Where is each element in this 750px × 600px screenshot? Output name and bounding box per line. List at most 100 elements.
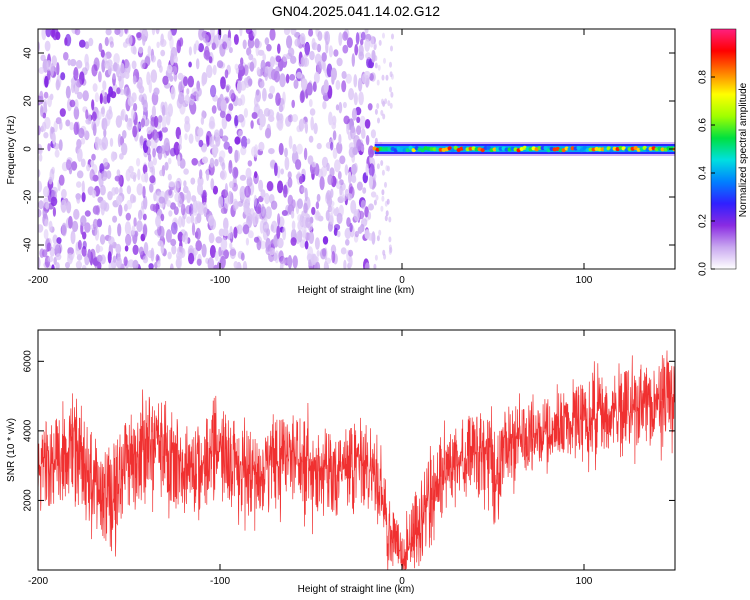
spectrogram-cell: [49, 168, 55, 182]
spectrogram-cell: [219, 255, 226, 269]
spectrogram-cell: [136, 157, 141, 167]
spectrogram-cell: [232, 166, 239, 179]
spectrogram-cell: [144, 171, 149, 183]
spectrogram-cell: [153, 192, 157, 202]
spectrogram-cell: [291, 99, 296, 109]
spectrogram-cells: [38, 29, 675, 269]
spectrogram-cell: [142, 99, 148, 113]
spectrogram-cell: [322, 101, 327, 110]
spectrogram-cell: [143, 242, 149, 255]
spectrogram-cell: [240, 57, 244, 66]
spectrogram-cell: [67, 252, 73, 265]
spectrogram-cell: [257, 49, 265, 56]
spectrogram-cell: [343, 259, 347, 269]
spectrogram-cell: [91, 189, 97, 198]
spectrogram-cell: [38, 67, 45, 74]
spectrogram-cell: [55, 253, 62, 261]
spectrogram-cell: [148, 79, 152, 94]
spectrogram-cell: [276, 119, 283, 130]
spectrogram-cell: [161, 114, 167, 129]
spectrogram-cell: [321, 156, 329, 168]
spectrogram-cell: [376, 79, 380, 86]
spectrogram-cell: [221, 162, 226, 171]
spectrogram-cell: [167, 30, 173, 41]
spectrogram-cell: [240, 94, 246, 106]
spectrogram-cell: [53, 143, 60, 150]
spectrogram-cell: [364, 262, 371, 269]
spectrogram-cell: [123, 256, 128, 267]
spectrogram-cell: [373, 263, 377, 269]
spectrogram-cell: [260, 189, 266, 198]
snr-series-line: [38, 350, 675, 570]
spectrogram-cell: [325, 40, 329, 54]
spectrogram-cell: [304, 187, 308, 202]
spectrogram-cell: [38, 147, 43, 155]
spectrogram-cell: [38, 125, 41, 136]
spectrogram-cell: [332, 130, 337, 141]
spectrogram-cell: [73, 106, 80, 120]
spectrogram-cell: [269, 56, 275, 68]
spectrogram-cell: [335, 181, 341, 190]
spectrogram-cell: [278, 250, 284, 262]
spectrogram-cell: [137, 168, 141, 181]
spectrogram-cell: [167, 251, 172, 260]
spectrogram-cell: [388, 236, 392, 243]
spectrogram-cell: [175, 255, 183, 269]
spectrogram-cell: [243, 108, 248, 118]
spectrogram-x-tick-label: -200: [28, 275, 48, 286]
spectrogram-cell: [582, 145, 587, 150]
spectrogram-cell: [253, 144, 259, 158]
spectrogram-cell: [224, 196, 229, 210]
spectrogram-cell: [316, 193, 321, 202]
spectrogram-cell: [238, 130, 243, 137]
spectrogram-cell: [374, 254, 378, 261]
spectrogram-cell: [215, 135, 221, 147]
spectrogram-cell: [269, 85, 276, 95]
spectrogram-cell: [304, 240, 309, 250]
spectrogram-cell: [226, 37, 232, 49]
spectrogram-cell: [85, 109, 89, 120]
spectrogram-cell: [124, 29, 128, 34]
spectrogram-cell: [187, 75, 194, 88]
colorbar-ticks: 0.0 0.2 0.4 0.6 0.8: [698, 70, 715, 276]
spectrogram-cell: [112, 215, 118, 223]
spectrogram-cell: [216, 60, 224, 69]
spectrogram-cell: [325, 257, 332, 265]
spectrogram-cell: [298, 175, 304, 185]
spectrogram-cell: [133, 103, 138, 112]
spectrogram-cell: [279, 73, 286, 88]
spectrogram-cell: [242, 260, 248, 269]
spectrogram-cell: [288, 114, 294, 123]
spectrogram-cell: [307, 155, 314, 165]
spectrogram-cell: [142, 164, 148, 175]
spectrogram-cell: [91, 111, 97, 122]
spectrogram-cell: [245, 237, 249, 246]
spectrogram-cell: [101, 59, 106, 73]
spectrogram-cell: [251, 112, 258, 119]
spectrogram-cell: [262, 87, 267, 102]
spectrogram-cell: [84, 222, 91, 233]
spectrogram-cell: [357, 77, 363, 92]
spectrogram-cell: [160, 242, 165, 255]
spectrogram-cell: [336, 212, 343, 225]
spectrogram-cell: [247, 230, 254, 239]
spectrogram-cell: [169, 263, 174, 269]
spectrogram-cell: [336, 57, 343, 67]
spectrogram-cell: [380, 160, 384, 166]
spectrogram-cell: [188, 133, 194, 144]
spectrogram-cell: [383, 57, 386, 64]
spectrogram-cell: [258, 179, 264, 192]
spectrogram-cell: [45, 201, 50, 210]
spectrogram-cell: [177, 231, 184, 242]
spectrogram-cell: [308, 29, 314, 37]
snr-x-tick-label: 100: [576, 576, 593, 587]
spectrogram-cell: [132, 259, 139, 269]
spectrogram-cell: [105, 29, 112, 36]
spectrogram-cell: [364, 38, 371, 52]
spectrogram-cell: [328, 111, 333, 126]
spectrogram-cell: [289, 74, 296, 81]
spectrogram-cell: [147, 45, 152, 56]
spectrogram-cell: [389, 61, 392, 68]
spectrogram-cell: [142, 224, 148, 238]
